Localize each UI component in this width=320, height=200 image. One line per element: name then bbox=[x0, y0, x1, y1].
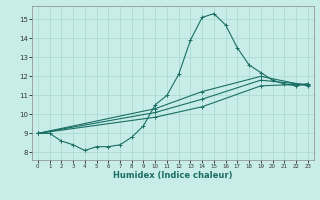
X-axis label: Humidex (Indice chaleur): Humidex (Indice chaleur) bbox=[113, 171, 233, 180]
